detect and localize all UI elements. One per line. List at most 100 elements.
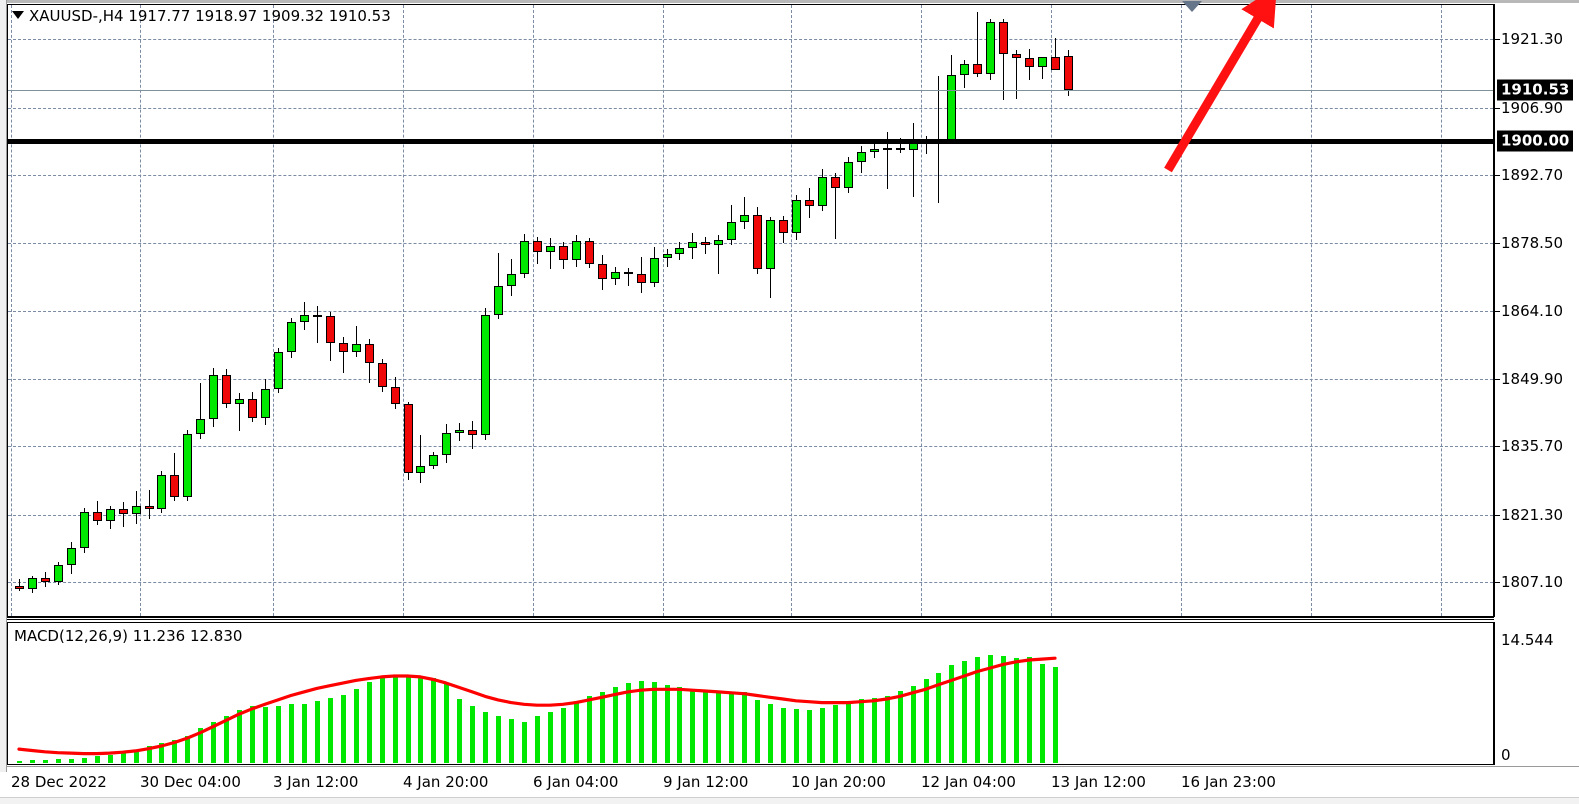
macd-histogram-bar (924, 678, 929, 763)
macd-histogram-bar (211, 722, 216, 763)
candlestick (170, 474, 179, 498)
macd-histogram-bar (962, 661, 967, 763)
macd-histogram-bar (431, 677, 436, 763)
candle-wick (887, 131, 888, 190)
macd-axis-label: 0 (1501, 746, 1511, 764)
gridline-horizontal (8, 175, 1493, 177)
support-level-line (8, 138, 1493, 144)
candlestick (365, 344, 374, 364)
candlestick (494, 286, 503, 315)
price-axis-tick (1495, 514, 1500, 516)
candlestick (779, 220, 788, 233)
macd-histogram-bar (418, 676, 423, 763)
candle-wick (239, 393, 240, 432)
gridline-horizontal (8, 107, 1493, 109)
macd-histogram-bar (483, 712, 488, 763)
macd-histogram-bar (535, 716, 540, 763)
candlestick (909, 143, 918, 150)
price-axis-label: 1921.30 (1501, 30, 1564, 49)
candlestick (870, 149, 879, 153)
macd-histogram-bar (755, 700, 760, 763)
macd-histogram-bar (794, 708, 799, 763)
macd-histogram-bar (1001, 655, 1006, 763)
candlestick (650, 258, 659, 284)
candlestick (300, 314, 309, 322)
price-axis[interactable]: 1921.30 1910.53 1906.90 1900.00 1892.70 1878.… (1494, 4, 1579, 617)
price-axis-label-highlighted: 1900.00 (1497, 130, 1574, 151)
macd-histogram-bar (82, 757, 87, 763)
candlestick (1025, 57, 1034, 67)
candlestick (429, 455, 438, 467)
candle-wick (356, 325, 357, 358)
price-axis-tick (1495, 242, 1500, 244)
macd-histogram-bar (936, 673, 941, 763)
candlestick (585, 241, 594, 265)
macd-histogram-bar (43, 759, 48, 763)
price-axis-tick (1495, 311, 1500, 313)
candlestick (119, 509, 128, 515)
candlestick (559, 246, 568, 261)
candlestick (857, 152, 866, 162)
chart-header: XAUUSD-,H4 1917.77 1918.97 1909.32 1910.… (12, 7, 391, 25)
candle-wick (472, 421, 473, 449)
gridline-vertical (533, 5, 534, 616)
candlestick (520, 240, 529, 274)
macd-histogram-bar (134, 749, 139, 763)
gridline-vertical (140, 5, 141, 616)
candlestick (416, 466, 425, 473)
price-axis-label: 1807.10 (1501, 573, 1564, 592)
macd-indicator-panel[interactable]: MACD(12,26,9) 11.236 12.830 (7, 622, 1494, 765)
candlestick (688, 242, 697, 249)
candlestick (598, 264, 607, 280)
time-axis[interactable]: 28 Dec 2022 30 Dec 04:00 3 Jan 12:00 4 Jan … (7, 766, 1579, 798)
candlestick (261, 388, 270, 418)
macd-signal-line (17, 656, 1057, 756)
macd-histogram-bar (665, 684, 670, 763)
macd-histogram-bar (108, 755, 113, 763)
macd-histogram-bar (276, 706, 281, 763)
candlestick (507, 273, 516, 287)
candlestick (753, 215, 762, 269)
candle-wick (19, 578, 20, 592)
gridline-vertical (921, 5, 922, 616)
candlestick (1012, 53, 1021, 58)
macd-header-text: MACD(12,26,9) 11.236 12.830 (14, 627, 243, 645)
price-axis-tick (1495, 582, 1500, 584)
candlestick (313, 314, 322, 317)
price-axis-label: 1864.10 (1501, 302, 1564, 321)
macd-axis[interactable]: 14.544 0 (1494, 622, 1579, 765)
macd-histogram-bar (807, 709, 812, 763)
time-axis-label: 28 Dec 2022 (11, 773, 107, 791)
price-axis-tick (1495, 39, 1500, 41)
macd-axis-label: 14.544 (1501, 631, 1554, 649)
candlestick (947, 74, 956, 145)
triangle-down-icon[interactable] (12, 11, 24, 19)
macd-histogram-bar (367, 682, 372, 763)
macd-histogram-bar (289, 704, 294, 763)
macd-histogram-bar (988, 654, 993, 763)
time-axis-label: 13 Jan 12:00 (1051, 773, 1146, 791)
window-top-border (0, 0, 1579, 3)
gridline-horizontal (8, 514, 1493, 516)
time-axis-label: 3 Jan 12:00 (273, 773, 359, 791)
macd-histogram-bar (781, 708, 786, 763)
candlestick (455, 429, 464, 434)
macd-histogram-bar (457, 699, 462, 763)
candlestick (326, 315, 335, 344)
macd-histogram-bar (949, 665, 954, 763)
gridline-vertical (403, 5, 404, 616)
macd-histogram-bar (121, 753, 126, 763)
macd-histogram-bar (872, 698, 877, 763)
candle-wick (744, 197, 745, 230)
gridline-vertical (273, 5, 274, 616)
macd-histogram-bar (315, 700, 320, 763)
panel-separator (7, 617, 1494, 620)
price-chart-panel[interactable] (7, 4, 1494, 617)
macd-histogram-bar (1040, 663, 1045, 763)
window-left-edge (0, 0, 7, 772)
macd-histogram-bar (509, 718, 514, 763)
macd-histogram-bar (768, 704, 773, 763)
candlestick (701, 242, 710, 246)
macd-histogram-bar (639, 681, 644, 763)
macd-histogram-bar (626, 683, 631, 763)
